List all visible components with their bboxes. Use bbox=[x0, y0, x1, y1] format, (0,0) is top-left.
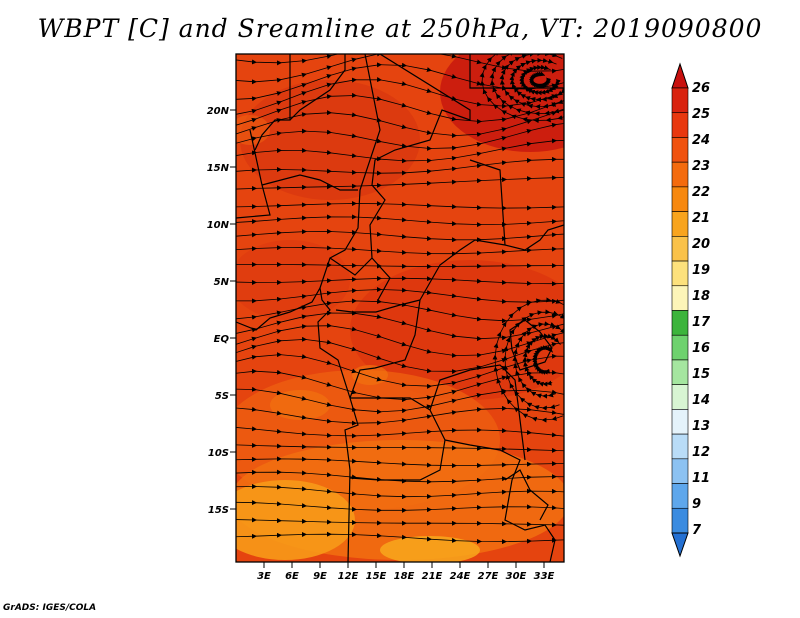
lon-label: 6E bbox=[285, 571, 299, 582]
streamline bbox=[236, 261, 564, 269]
streamline bbox=[236, 244, 564, 257]
streamline bbox=[236, 228, 564, 243]
colorbar-segment bbox=[671, 359, 689, 385]
colorbar-label: 13 bbox=[692, 419, 710, 434]
colorbar-segment bbox=[671, 211, 689, 237]
colorbar-segment bbox=[671, 285, 689, 311]
colorbar-segment bbox=[671, 260, 689, 287]
colorbar-label: 14 bbox=[692, 393, 710, 408]
longitude-axis: 3E 6E 9E 12E 15E 18E 21E 24E 27E 30E 33E bbox=[257, 562, 555, 582]
lat-label: EQ bbox=[214, 334, 230, 345]
lat-label: 15N bbox=[207, 163, 230, 174]
colorbar-label: 15 bbox=[692, 367, 710, 382]
credit-text: GrADS: IGES/COLA bbox=[3, 603, 97, 613]
streamline bbox=[236, 175, 564, 191]
streamline bbox=[236, 517, 564, 528]
lon-label: 33E bbox=[534, 571, 555, 582]
colorbar-segment bbox=[671, 433, 689, 460]
lat-label: 5S bbox=[215, 391, 229, 402]
latitude-axis: 20N 15N 10N 5N EQ 5S 10S 15S bbox=[207, 106, 236, 516]
colorbar-label: 9 bbox=[692, 497, 701, 512]
colorbar-label: 24 bbox=[692, 133, 710, 148]
lon-label: 24E bbox=[450, 571, 471, 582]
lon-label: 3E bbox=[257, 571, 271, 582]
lon-label: 12E bbox=[338, 571, 359, 582]
country-borders bbox=[236, 54, 564, 562]
map-frame bbox=[235, 53, 565, 563]
colorbar-segment bbox=[671, 310, 689, 336]
streamline bbox=[236, 275, 564, 287]
colorbar-label: 21 bbox=[692, 211, 710, 226]
lat-label: 10N bbox=[207, 220, 230, 231]
colorbar-label: 12 bbox=[692, 445, 710, 460]
colorbar-label: 11 bbox=[692, 471, 710, 486]
colorbar-label: 22 bbox=[692, 185, 710, 200]
lat-label: 20N bbox=[207, 106, 230, 117]
lon-label: 18E bbox=[394, 571, 415, 582]
colorbar-label: 19 bbox=[692, 263, 710, 278]
lon-label: 15E bbox=[366, 571, 387, 582]
colorbar-label: 16 bbox=[692, 341, 710, 356]
colorbar-label: 25 bbox=[692, 107, 710, 122]
colorbar-label: 18 bbox=[692, 289, 710, 304]
colorbar-segment bbox=[671, 507, 689, 534]
streamline bbox=[236, 500, 564, 513]
colorbar-segment bbox=[671, 137, 689, 163]
colorbar-segment bbox=[671, 87, 689, 114]
streamline bbox=[236, 483, 564, 500]
colorbar-label: 26 bbox=[692, 81, 710, 96]
colorbar-segment bbox=[671, 409, 689, 435]
lon-label: 30E bbox=[506, 571, 527, 582]
streamline bbox=[236, 531, 564, 545]
streamline bbox=[479, 54, 564, 124]
lat-label: 15S bbox=[208, 505, 229, 516]
colorbar-top-triangle bbox=[671, 62, 689, 89]
colorbar-segment bbox=[671, 236, 689, 262]
lon-label: 9E bbox=[313, 571, 327, 582]
colorbar-label: 23 bbox=[692, 159, 710, 174]
streamline bbox=[230, 26, 580, 43]
colorbar-label: 17 bbox=[692, 315, 711, 330]
colorbar-segment bbox=[671, 161, 689, 188]
lon-label: 27E bbox=[478, 571, 499, 582]
streamline bbox=[236, 214, 564, 228]
colorbar-bottom-triangle bbox=[671, 532, 689, 558]
lon-label: 21E bbox=[422, 571, 443, 582]
chart-title: WBPT [C] and Sreamline at 250hPa, VT: 20… bbox=[37, 14, 763, 43]
streamline bbox=[492, 297, 564, 423]
colorbar-segment bbox=[671, 458, 689, 484]
colorbar-segment bbox=[671, 334, 689, 361]
streamline bbox=[236, 201, 564, 211]
colorbar-segment bbox=[671, 186, 689, 212]
streamline bbox=[236, 469, 564, 485]
lat-label: 10S bbox=[208, 448, 229, 459]
colorbar-segment bbox=[671, 112, 689, 138]
colorbar-label: 20 bbox=[692, 237, 710, 252]
streamline bbox=[236, 156, 564, 176]
colorbar-segment bbox=[671, 384, 689, 410]
streamline bbox=[236, 456, 564, 469]
lat-label: 5N bbox=[214, 277, 230, 288]
colorbar-label: 7 bbox=[692, 523, 702, 538]
colorbar-segment bbox=[671, 483, 689, 509]
colorbar: 26 25 24 23 22 21 20 19 18 17 16 15 14 1… bbox=[671, 62, 711, 558]
streamline bbox=[236, 442, 564, 453]
